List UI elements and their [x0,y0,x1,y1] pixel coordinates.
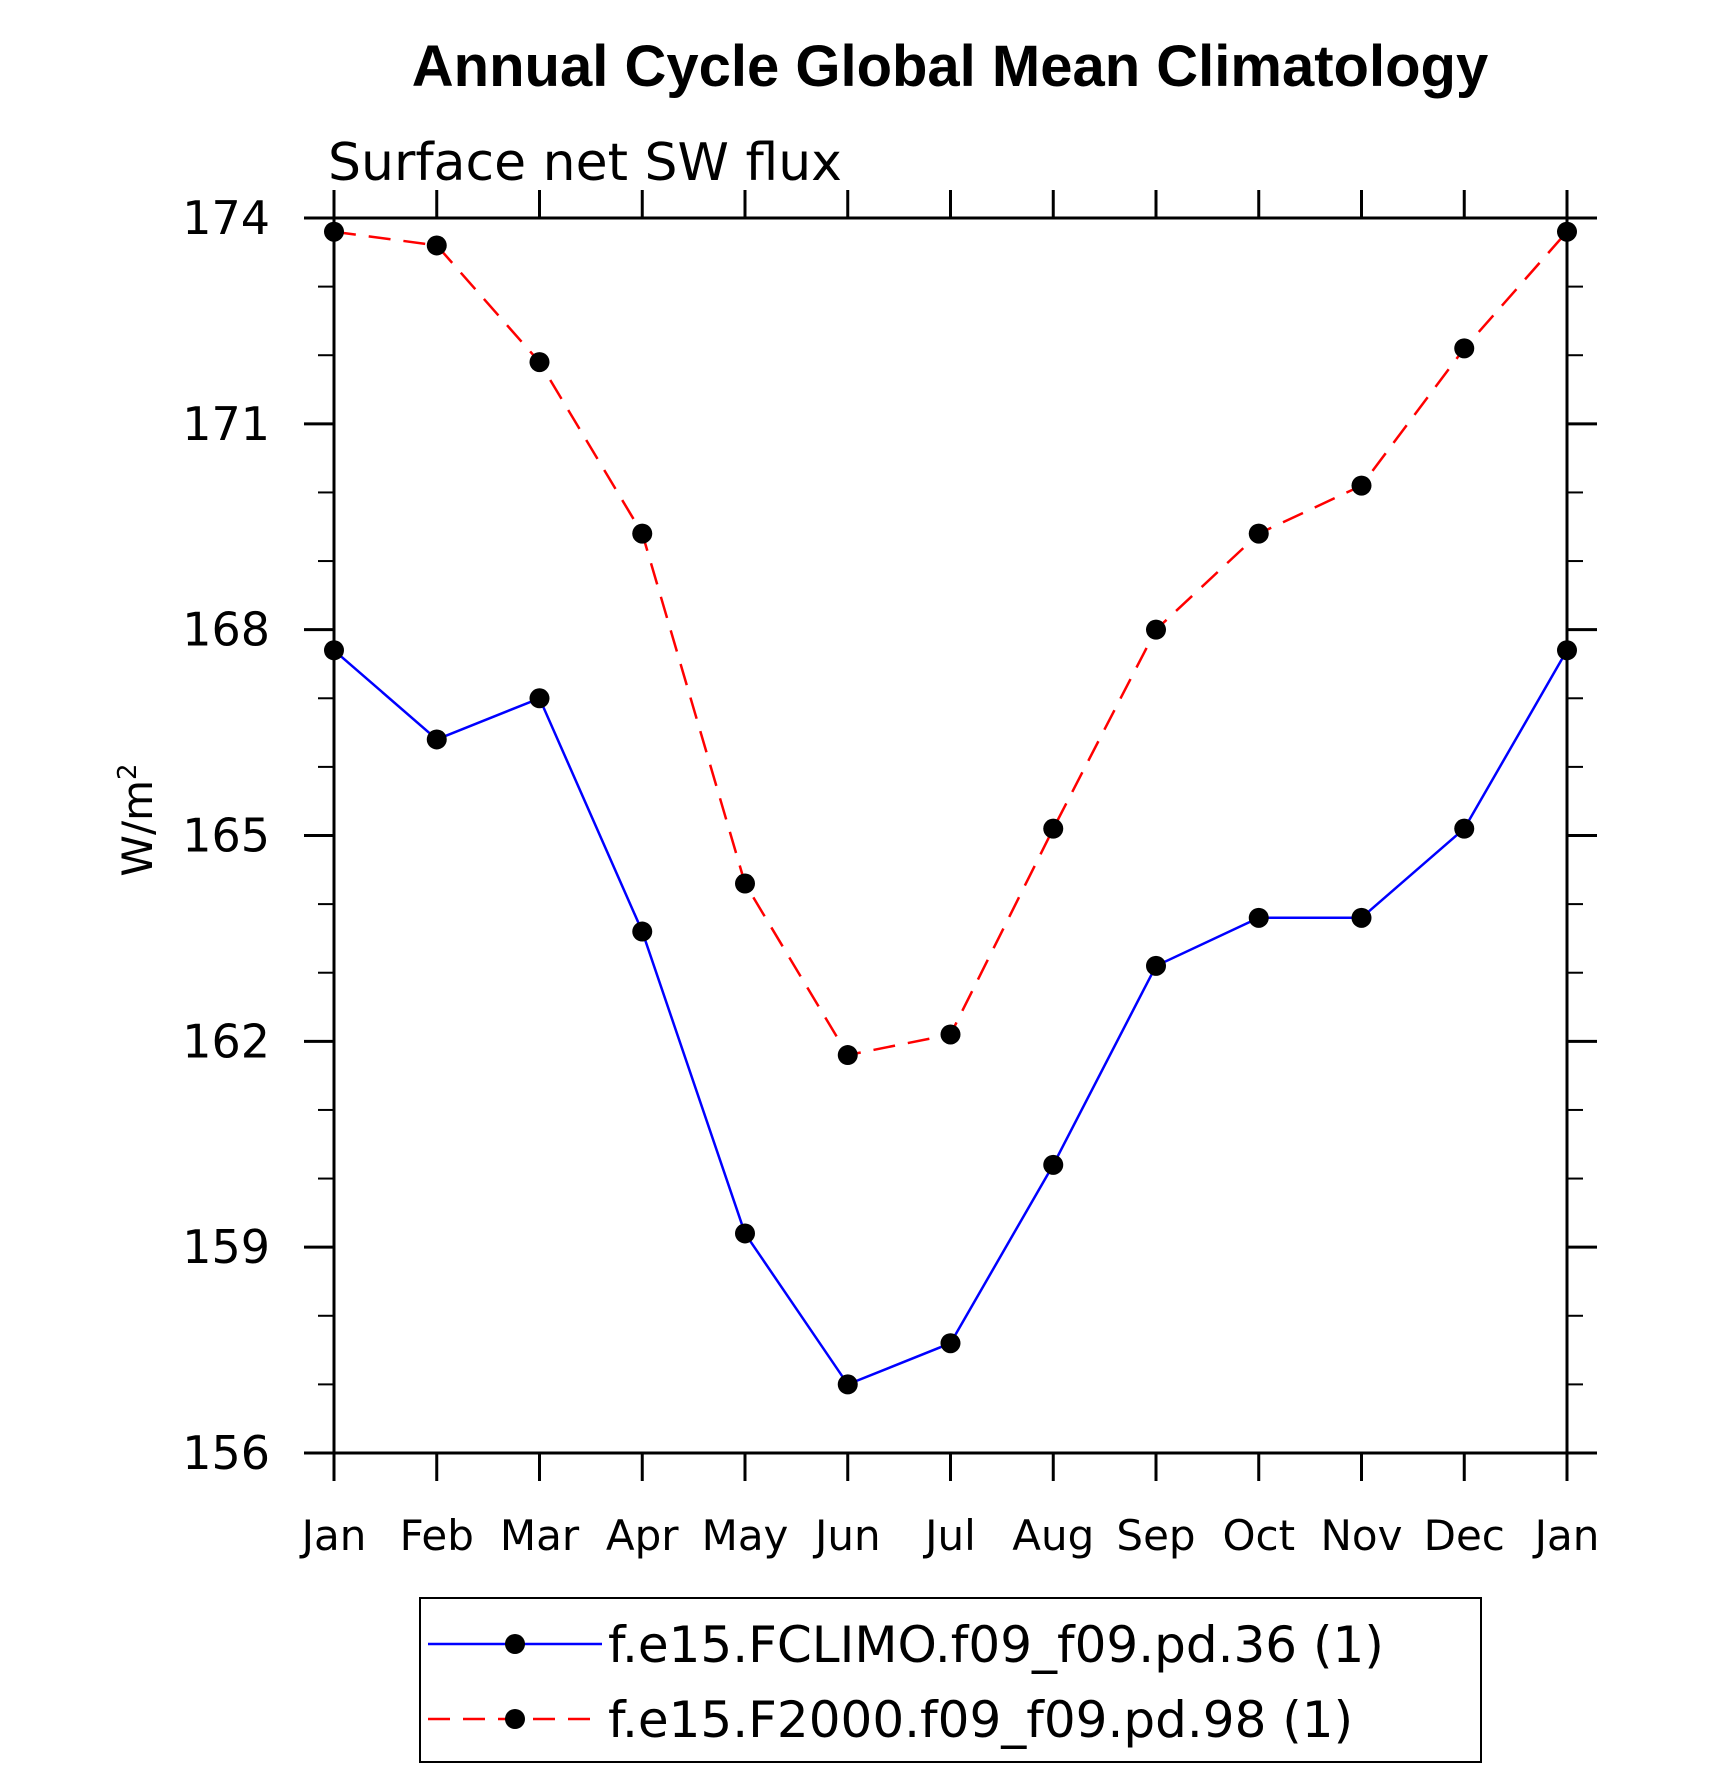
x-tick-label: Jan [1532,1511,1600,1560]
y-tick-label: 159 [182,1220,270,1274]
chart-title: Annual Cycle Global Mean Climatology [412,34,1488,99]
y-tick-label: 165 [182,809,270,863]
series-0-point [1454,818,1475,839]
y-axis-label: W/m2 [113,763,162,876]
y-tick-labels: 174 171 168 165 162 159 156 [182,191,270,1480]
series-1-point [940,1024,961,1045]
y-axis-label-exponent: 2 [113,763,143,780]
series-line-1 [333,230,1568,1057]
legend-marker-1 [505,1709,525,1729]
x-tick-label: Jul [922,1511,976,1560]
x-tick-label: Apr [606,1511,679,1560]
series-1-point [1043,818,1064,839]
chart-subtitle: Surface net SW flux [328,133,842,193]
x-tick-label: Sep [1116,1511,1195,1560]
series-0-point [324,640,344,661]
series-1-point [1248,523,1269,544]
series-1-point [837,1045,858,1066]
tick-marks [304,190,1597,1481]
series-0-point [1557,640,1577,661]
x-tick-label: Oct [1222,1511,1295,1560]
y-axis-label-base: W/m [113,780,162,877]
series-layer [324,221,1577,1395]
series-1-point [1454,338,1475,359]
x-tick-label: Dec [1424,1511,1505,1560]
series-0-point [529,688,550,709]
x-tick-label: Mar [500,1511,580,1560]
series-0-point [1248,907,1269,928]
legend-marker-0 [505,1634,525,1654]
legend-label-1: f.e15.F2000.f09_f09.pd.98 (1) [608,1691,1353,1749]
series-line-0 [333,649,1569,1386]
y-tick-label: 162 [182,1014,270,1068]
series-0-point [632,921,653,942]
series-1-point [529,352,550,373]
series-1-point [426,235,447,256]
y-tick-label: 156 [182,1426,270,1480]
series-0-point [940,1333,961,1354]
series-1-point [1351,475,1372,496]
legend-box [419,1597,1482,1763]
series-0-point [1146,955,1166,976]
series-1-point [324,221,344,242]
plot-frame [332,216,1569,1455]
series-0-point [1351,907,1372,928]
x-tick-label: Nov [1321,1511,1403,1560]
series-0-point [837,1374,858,1395]
svg-text:W/m2: W/m2 [113,763,162,876]
series-1-point [1146,619,1166,640]
series-0-point [426,729,447,750]
series-0-point [735,1223,755,1244]
x-tick-label: Jun [812,1511,881,1560]
series-0-point [1043,1154,1064,1175]
x-tick-label: May [702,1511,789,1560]
legend-label-0: f.e15.FCLIMO.f09_f09.pd.36 (1) [608,1616,1384,1674]
y-tick-label: 174 [182,191,270,245]
legend: f.e15.FCLIMO.f09_f09.pd.36 (1) f.e15.F20… [419,1597,1482,1763]
x-tick-label: Aug [1012,1511,1094,1560]
x-tick-label: Jan [299,1511,367,1560]
y-tick-label: 168 [182,603,270,657]
series-1-point [1557,221,1577,242]
y-tick-label: 171 [182,397,270,451]
x-tick-label: Feb [400,1511,474,1560]
x-tick-labels: Jan Feb Mar Apr May Jun Jul Aug Sep Oct Nov Dec Jan [299,1511,1600,1560]
series-1-point [632,523,653,544]
series-1-point [735,873,755,894]
